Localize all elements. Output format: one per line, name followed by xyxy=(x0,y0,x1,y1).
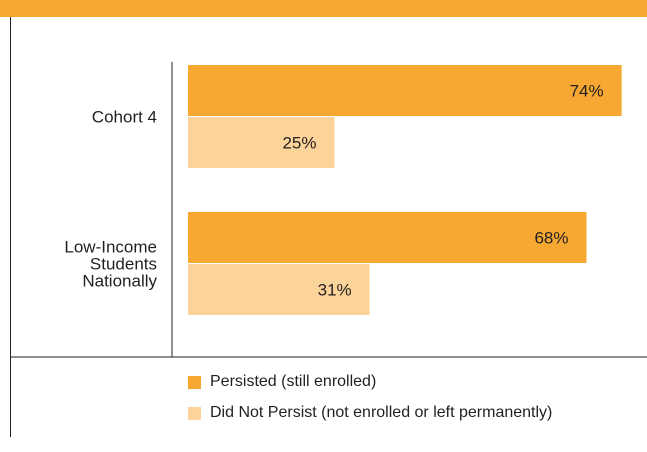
value-label-cohort-4-persisted: 74% xyxy=(570,82,604,101)
legend-item-persisted: Persisted (still enrolled) xyxy=(188,373,376,391)
value-label-low-income-students-nationally-persisted: 68% xyxy=(534,229,568,248)
legend-swatch-persisted xyxy=(188,375,201,389)
legend-label-did-not-persist: Did Not Persist (not enrolled or left pe… xyxy=(210,404,553,421)
category-label-low-income-students-nationally: Low-Income Students Nationally xyxy=(64,238,157,291)
header-band xyxy=(0,0,647,17)
value-label-low-income-students-nationally-did-not-persist: 31% xyxy=(318,281,352,300)
bar-low-income-students-nationally-did-not-persist xyxy=(188,264,370,315)
legend-label-persisted: Persisted (still enrolled) xyxy=(210,373,377,390)
legend-swatch-did-not-persist xyxy=(188,406,201,420)
bar-cohort-4-persisted xyxy=(188,65,622,116)
bar-cohort-4-did-not-persist xyxy=(188,117,335,168)
legend-item-did-not-persist: Did Not Persist (not enrolled or left pe… xyxy=(188,404,552,422)
left-rule xyxy=(10,17,11,437)
bar-low-income-students-nationally-persisted xyxy=(188,212,587,263)
value-label-cohort-4-did-not-persist: 25% xyxy=(282,134,316,153)
category-label-cohort-4: Cohort 4 xyxy=(92,108,157,127)
bar-chart: 74% 25% Cohort 4 68% 31% Low-Income Students Na… xyxy=(10,62,647,358)
